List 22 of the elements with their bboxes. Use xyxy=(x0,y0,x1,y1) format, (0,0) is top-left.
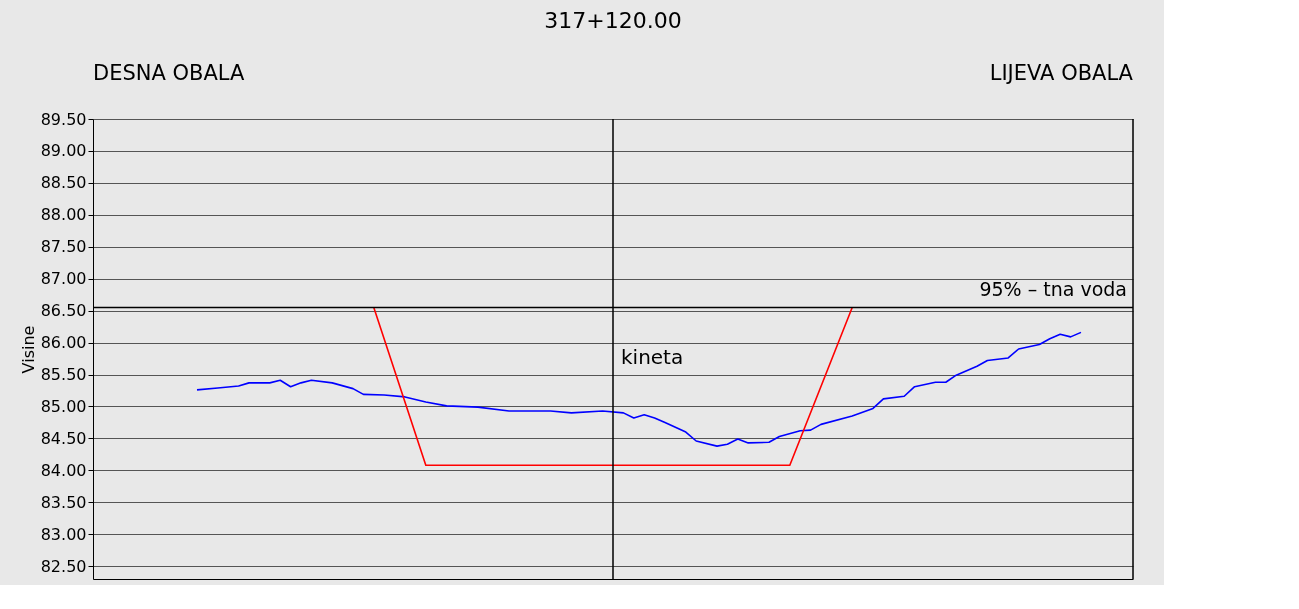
line-series xyxy=(196,331,1082,447)
y-tick-label: 85.50 xyxy=(40,365,87,385)
y-tick-label: 86.00 xyxy=(40,333,87,353)
y-tick-label: 89.00 xyxy=(40,141,87,161)
annotation: kineta xyxy=(621,345,684,370)
y-tick-label: 86.50 xyxy=(40,301,87,321)
y-tick-label: 87.50 xyxy=(40,237,87,257)
y-tick-label: 87.00 xyxy=(40,269,87,289)
y-tick-label: 89.50 xyxy=(40,109,87,129)
y-tick-label: 82.50 xyxy=(40,556,87,576)
text: DESNA OBALA xyxy=(93,61,245,85)
ref-line-label: 95% – tna voda xyxy=(979,278,1127,301)
y-tick-label: 83.00 xyxy=(40,524,87,544)
y-tick-label: 84.50 xyxy=(40,428,87,448)
y-axis-title: Visine xyxy=(18,325,38,374)
text: LIJEVA OBALA xyxy=(989,61,1134,85)
y-tick-label: 88.00 xyxy=(40,205,87,225)
y-tick-label: 84.00 xyxy=(40,460,87,480)
y-tick-label: 83.50 xyxy=(40,492,87,512)
y-tick-label: 88.50 xyxy=(40,173,87,193)
chart-title: 317+120.00 xyxy=(544,8,682,33)
y-tick-label: 85.00 xyxy=(40,397,87,416)
